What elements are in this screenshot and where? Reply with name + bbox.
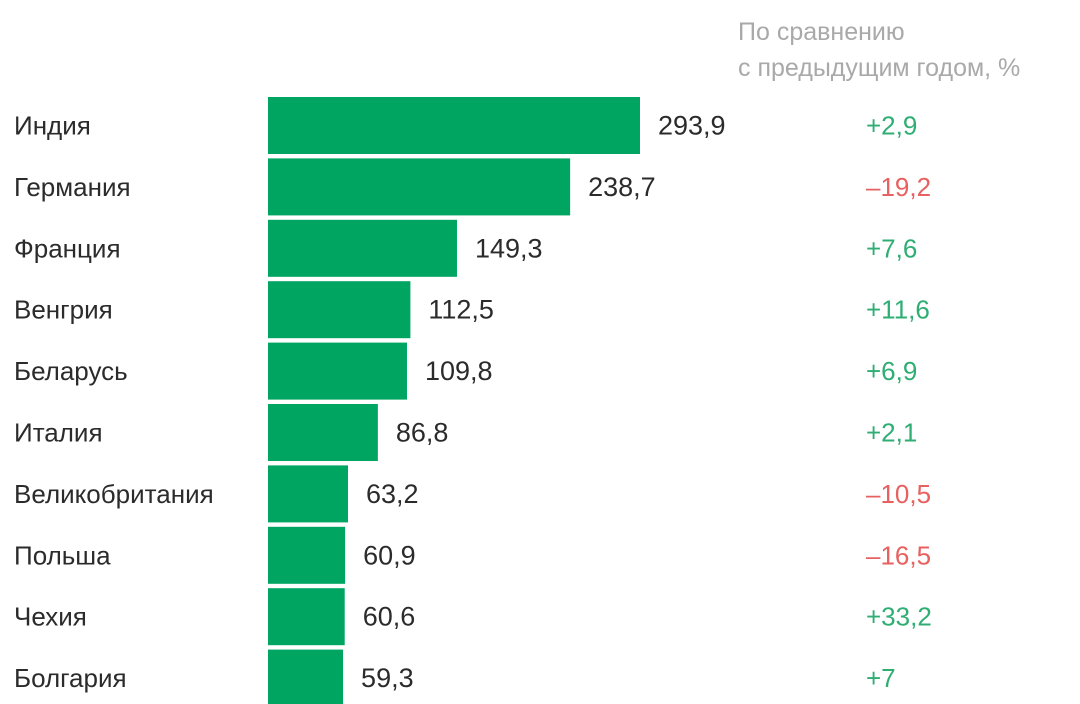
- change-label: –16,5: [866, 540, 931, 570]
- value-label: 60,9: [363, 540, 416, 570]
- category-label: Болгария: [14, 663, 127, 693]
- bar: [268, 649, 344, 704]
- bar: [268, 465, 348, 523]
- category-label: Великобритания: [14, 479, 214, 509]
- bar: [268, 219, 457, 277]
- value-label: 112,5: [428, 295, 494, 325]
- change-label: +2,9: [866, 111, 917, 141]
- bar: [268, 404, 378, 461]
- change-label: +33,2: [866, 602, 932, 632]
- change-label: –10,5: [866, 479, 931, 509]
- change-labels: +2,9 –19,2 +7,6 +11,6 +6,9 +2,1 –10,5 –16,5 +33,…: [866, 111, 932, 694]
- category-label: Беларусь: [14, 356, 128, 386]
- bars: [268, 97, 640, 704]
- value-label: 59,3: [361, 663, 414, 693]
- change-column-header: По сравнению с предыдущим годом, %: [738, 18, 1020, 82]
- bar: [268, 526, 346, 584]
- change-label: +7,6: [866, 233, 917, 263]
- bar: [268, 588, 345, 646]
- category-label: Польша: [14, 540, 111, 570]
- category-label: Венгрия: [14, 295, 113, 325]
- change-label: +7: [866, 663, 896, 693]
- bar: [268, 97, 640, 154]
- value-label: 238,7: [588, 172, 656, 202]
- category-label: Индия: [14, 111, 91, 141]
- category-label: Чехия: [14, 602, 87, 632]
- value-label: 149,3: [475, 233, 543, 263]
- value-label: 60,6: [363, 602, 416, 632]
- value-label: 293,9: [658, 111, 726, 141]
- value-label: 109,8: [425, 356, 493, 386]
- change-label: +6,9: [866, 356, 917, 386]
- category-label: Франция: [14, 233, 121, 263]
- category-label: Италия: [14, 418, 103, 448]
- category-labels: Индия Германия Франция Венгрия Беларусь Итали…: [14, 111, 214, 694]
- change-label: –19,2: [866, 172, 931, 202]
- change-header-line-1: По сравнению: [738, 18, 905, 46]
- change-header-line-2: с предыдущим годом, %: [738, 54, 1020, 82]
- bar: [268, 342, 407, 400]
- change-label: +2,1: [866, 418, 917, 448]
- category-label: Германия: [14, 172, 131, 202]
- bar: [268, 281, 411, 339]
- change-label: +11,6: [866, 295, 930, 325]
- value-label: 63,2: [366, 479, 419, 509]
- bar: [268, 158, 571, 216]
- value-label: 86,8: [396, 418, 449, 448]
- value-labels: 293,9 238,7 149,3 112,5 109,8 86,8 63,2 60,9 60,…: [361, 111, 726, 694]
